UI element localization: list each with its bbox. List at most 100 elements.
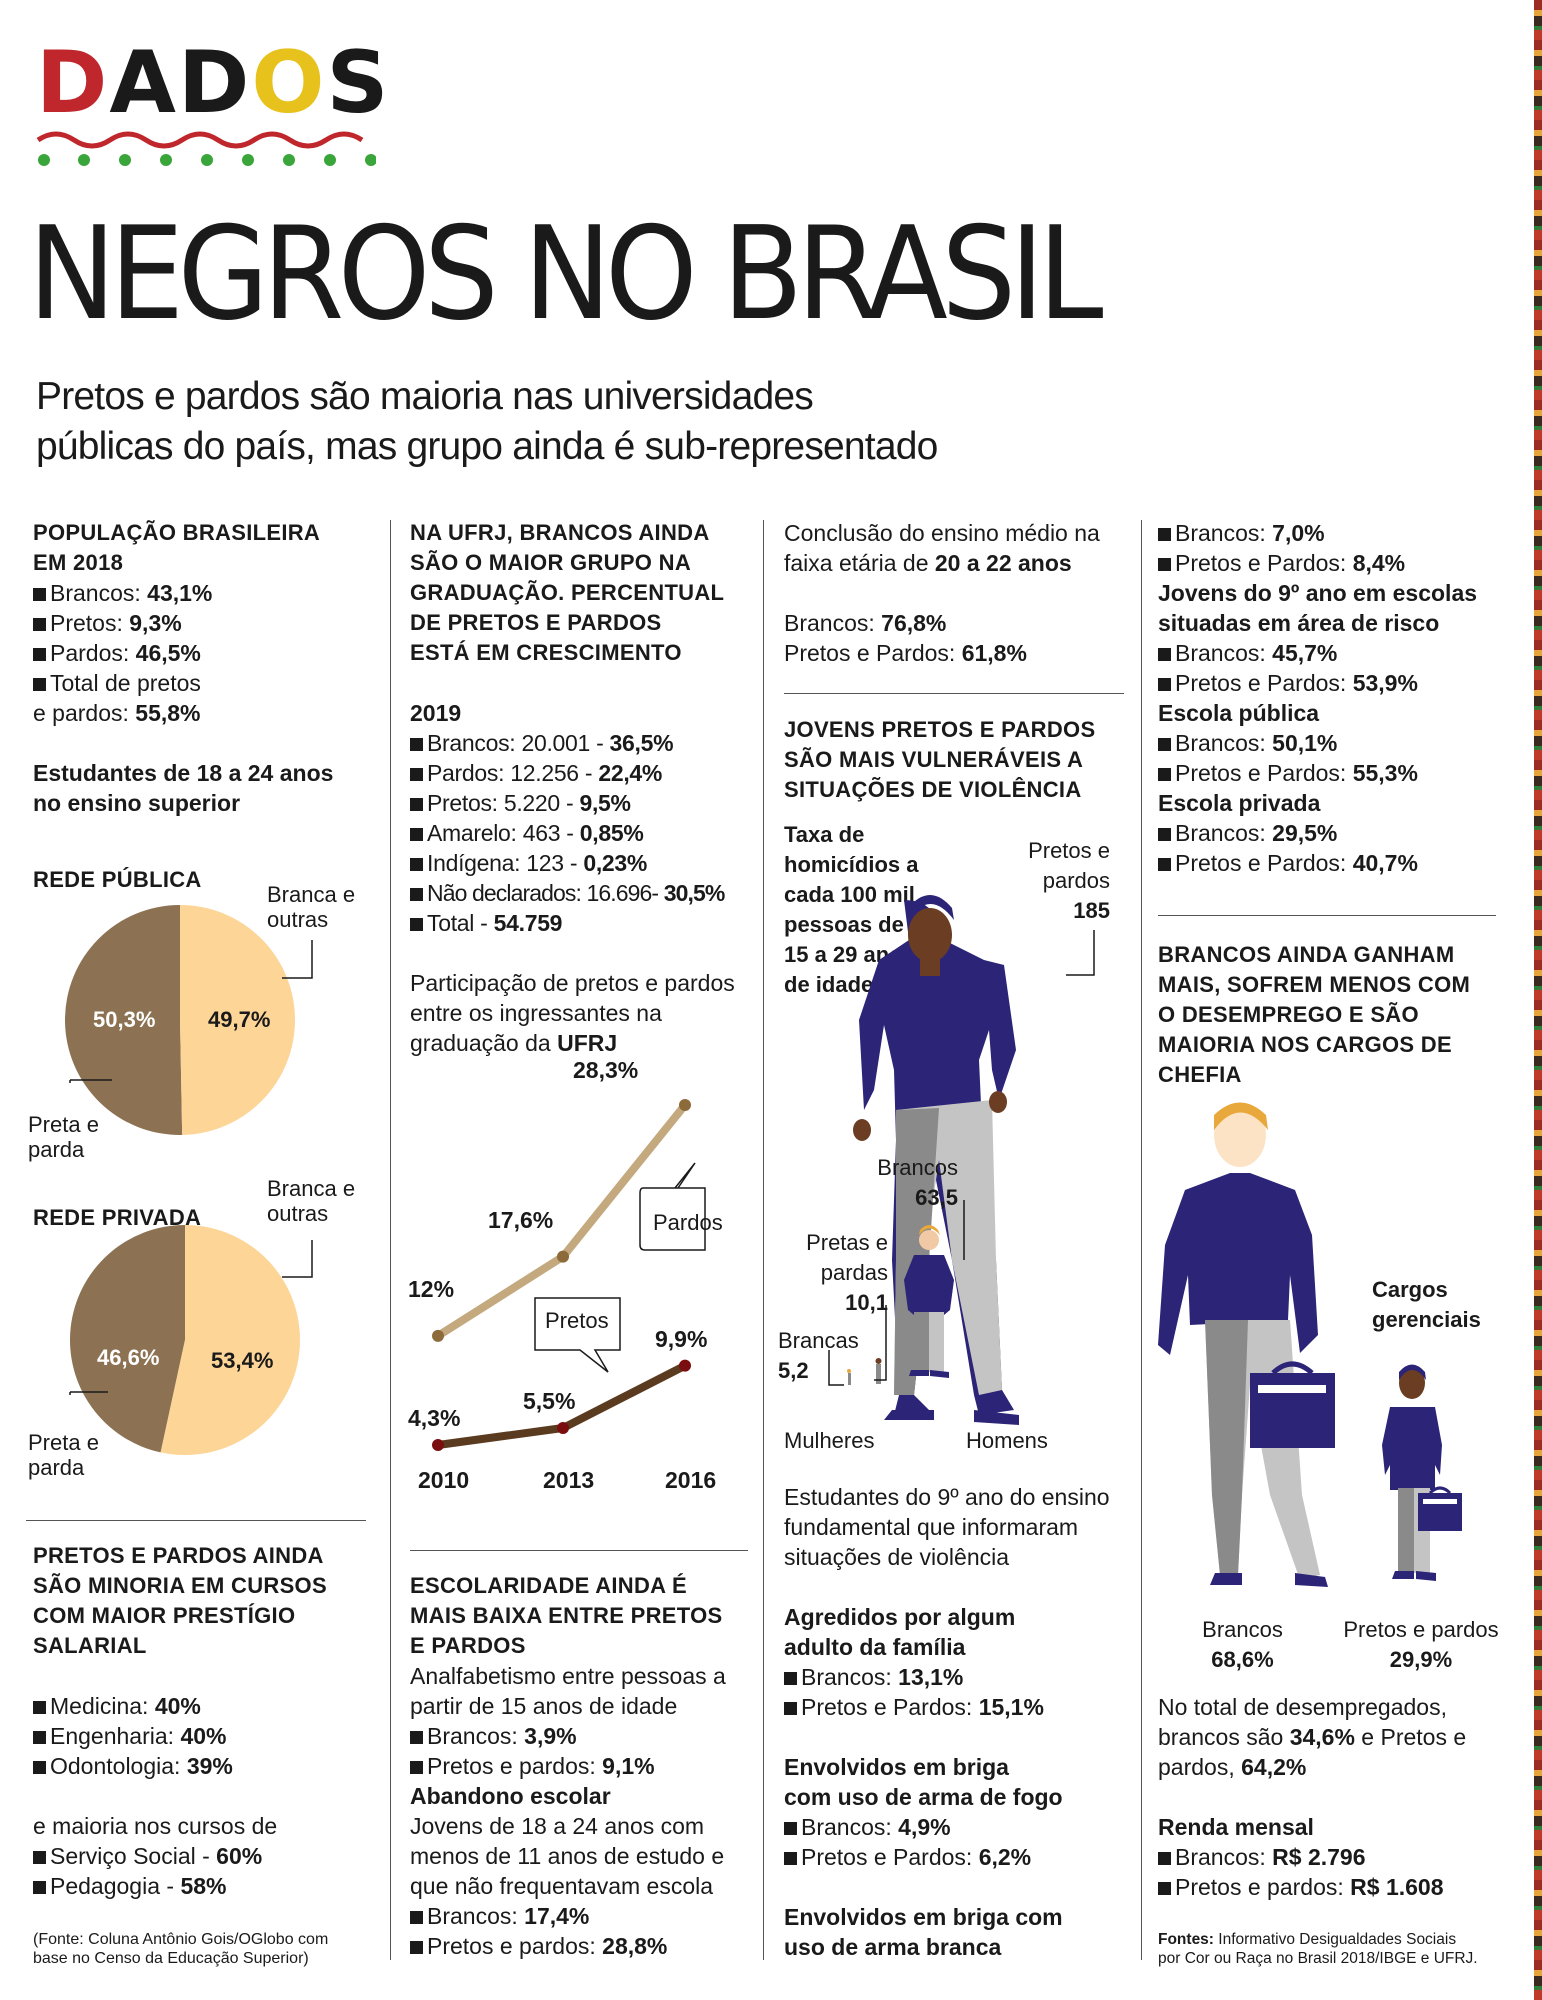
subheading: Envolvidos em briga [784, 1754, 1009, 1780]
pie-leader-branca [282, 1240, 313, 1278]
subheading: Jovens do 9º ano em escolas [1158, 580, 1478, 606]
data-label: 28,3% [573, 1057, 639, 1083]
list-item: Brancos: 45,7% [1158, 638, 1498, 668]
source-note: (Fonte: Coluna Antônio Gois/OGlobo com ba… [33, 1931, 329, 1967]
escolaridade-heading: MAIS BAIXA ENTRE PRETOS [410, 1603, 723, 1628]
list-item: Total - 54.759 [410, 908, 755, 938]
decorative-border [1534, 0, 1542, 2000]
list-item: Brancos: 76,8% [784, 610, 947, 636]
population-section: POPULAÇÃO BRASILEIRA EM 2018 Brancos: 43… [33, 518, 383, 818]
list-item: Brancos: 4,9% [784, 1812, 1134, 1842]
list-item: Engenharia: 40% [33, 1721, 383, 1751]
figure-tiny-women [847, 1358, 882, 1385]
leader-line [828, 1350, 844, 1386]
figure-label-br-homens: Brancos 63,5 [877, 1155, 958, 1210]
list-item: Pretos e Pardos: 53,9% [1158, 668, 1498, 698]
figure-black-manager [1382, 1364, 1462, 1581]
subheading: Renda mensal [1158, 1814, 1314, 1840]
pie-label-preta: Preta e parda [28, 1430, 99, 1480]
list-item: Amarelo: 463 - 0,85% [410, 818, 755, 848]
figure-big-man [853, 895, 1019, 1425]
label-mulheres: Mulheres [784, 1428, 875, 1453]
ufrj-heading: DE PRETOS E PARDOS [410, 610, 662, 635]
list-item-cont: e pardos: 55,8% [33, 700, 201, 726]
data-label: 4,3% [408, 1405, 461, 1431]
text: Conclusão do ensino médio na [784, 520, 1100, 546]
column-divider-3 [1141, 520, 1142, 1960]
label-homens: Homens [966, 1428, 1048, 1453]
callout-label-pardos: Pardos [653, 1210, 723, 1235]
page-subtitle: Pretos e pardos são maioria nas universi… [36, 372, 938, 472]
subtitle-line-1: Pretos e pardos são maioria nas universi… [36, 375, 814, 418]
figure-label-br-mulheres: Brancas 5,2 [778, 1328, 859, 1383]
prestige-heading: SALARIAL [33, 1633, 147, 1658]
list-item: Brancos: R$ 2.796 [1158, 1842, 1498, 1872]
subheading: Escola privada [1158, 790, 1321, 816]
list-item: Pretos: 5.220 - 9,5% [410, 788, 755, 818]
escolaridade-heading: E PARDOS [410, 1633, 526, 1658]
taxa-caption: Taxa de homicídios a cada 100 mil pessoas … [784, 822, 919, 997]
list-item: Serviço Social - 60% [33, 1841, 383, 1871]
pie-leader-preta [69, 1079, 112, 1083]
chart-caption: Participação de pretos e pardos [410, 970, 735, 996]
figures-managers [1158, 1102, 1462, 1587]
text: fundamental que informaram [784, 1514, 1079, 1540]
list-item: Brancos: 13,1% [784, 1662, 1134, 1692]
data-label: 12% [408, 1275, 455, 1302]
list-item: Pretos: 9,3% [33, 608, 383, 638]
list-item: Pardos: 46,5% [33, 638, 383, 668]
data-point [679, 1359, 691, 1372]
cargos-label: Cargos gerenciais [1372, 1277, 1481, 1332]
manager-label-brancos: Brancos 68,6% [1202, 1617, 1283, 1672]
subheading: Envolvidos em briga com [784, 1904, 1063, 1930]
majority-intro: e maioria nos cursos de [33, 1813, 278, 1839]
pie-label-branca-2: Branca e outras [267, 1176, 356, 1226]
subheading: Escola pública [1158, 700, 1320, 726]
subtitle-line-2: públicas do país, mas grupo ainda é sub-… [36, 425, 938, 468]
figures-violence [828, 895, 1095, 1425]
escolaridade-section: ESCOLARIDADE AINDA É MAIS BAIXA ENTRE PR… [410, 1571, 755, 1961]
subheading: uso de arma branca [784, 1934, 1002, 1960]
logo: DADOS [36, 38, 388, 173]
pie-slice-preta-parda [64, 905, 183, 1135]
list-item: Pretos e Pardos: 8,4% [1158, 548, 1498, 578]
list-item: Brancos: 20.001 - 36,5% [410, 728, 755, 758]
pie-chart-privada [69, 1225, 313, 1455]
page-title: NEGROS NO BRASIL [28, 200, 1104, 349]
divider [410, 1550, 748, 1551]
pie-value-branca-outras: 49,7% [208, 1007, 271, 1032]
students-caption-1: Estudantes de 18 a 24 anos [33, 760, 334, 786]
leader-line [874, 1305, 887, 1381]
text: partir de 15 anos de idade [410, 1693, 678, 1719]
logo-text: DADOS [36, 33, 391, 133]
column-divider-1 [390, 520, 391, 1960]
pie-slice-preta-parda [70, 1225, 185, 1453]
pie-leader-preta [69, 1391, 108, 1395]
fontes-note: Fontes: Informativo Desigualdades Sociai… [1158, 1931, 1478, 1967]
list-item: Brancos: 50,1% [1158, 728, 1498, 758]
logo-wave [36, 131, 376, 166]
list-item: Brancos: 43,1% [33, 578, 383, 608]
text: menos de 11 anos de estudo e [410, 1843, 725, 1869]
divider [784, 693, 1124, 694]
ufrj-heading: ESTÁ EM CRESCIMENTO [410, 640, 682, 665]
students-caption-2: no ensino superior [33, 790, 241, 816]
subheading: adulto da família [784, 1634, 966, 1660]
prestige-heading: COM MAIOR PRESTÍGIO [33, 1603, 296, 1628]
divider [26, 1520, 366, 1521]
text: Analfabetismo entre pessoas a [410, 1663, 726, 1689]
year-label: 2019 [410, 700, 462, 726]
text: situações de violência [784, 1544, 1010, 1570]
list-item: Brancos: 17,4% [410, 1901, 755, 1931]
list-item: Brancos: 29,5% [1158, 818, 1498, 848]
pie-chart-publica [64, 905, 313, 1135]
x-tick-label: 2010 [418, 1467, 470, 1493]
line-chart [432, 1099, 706, 1451]
prestige-heading: PRETOS E PARDOS AINDA [33, 1543, 324, 1568]
figure-label-pp-mulheres: Pretas e pardas 10,1 [806, 1230, 888, 1315]
text: pardos, 64,2% [1158, 1754, 1307, 1780]
list-item: Pretos e pardos: 9,1% [410, 1751, 755, 1781]
x-tick-label: 2016 [665, 1467, 717, 1493]
ufrj-heading: GRADUAÇÃO. PERCENTUAL [410, 580, 725, 605]
pie-label-branca: Branca e outras [267, 882, 356, 932]
